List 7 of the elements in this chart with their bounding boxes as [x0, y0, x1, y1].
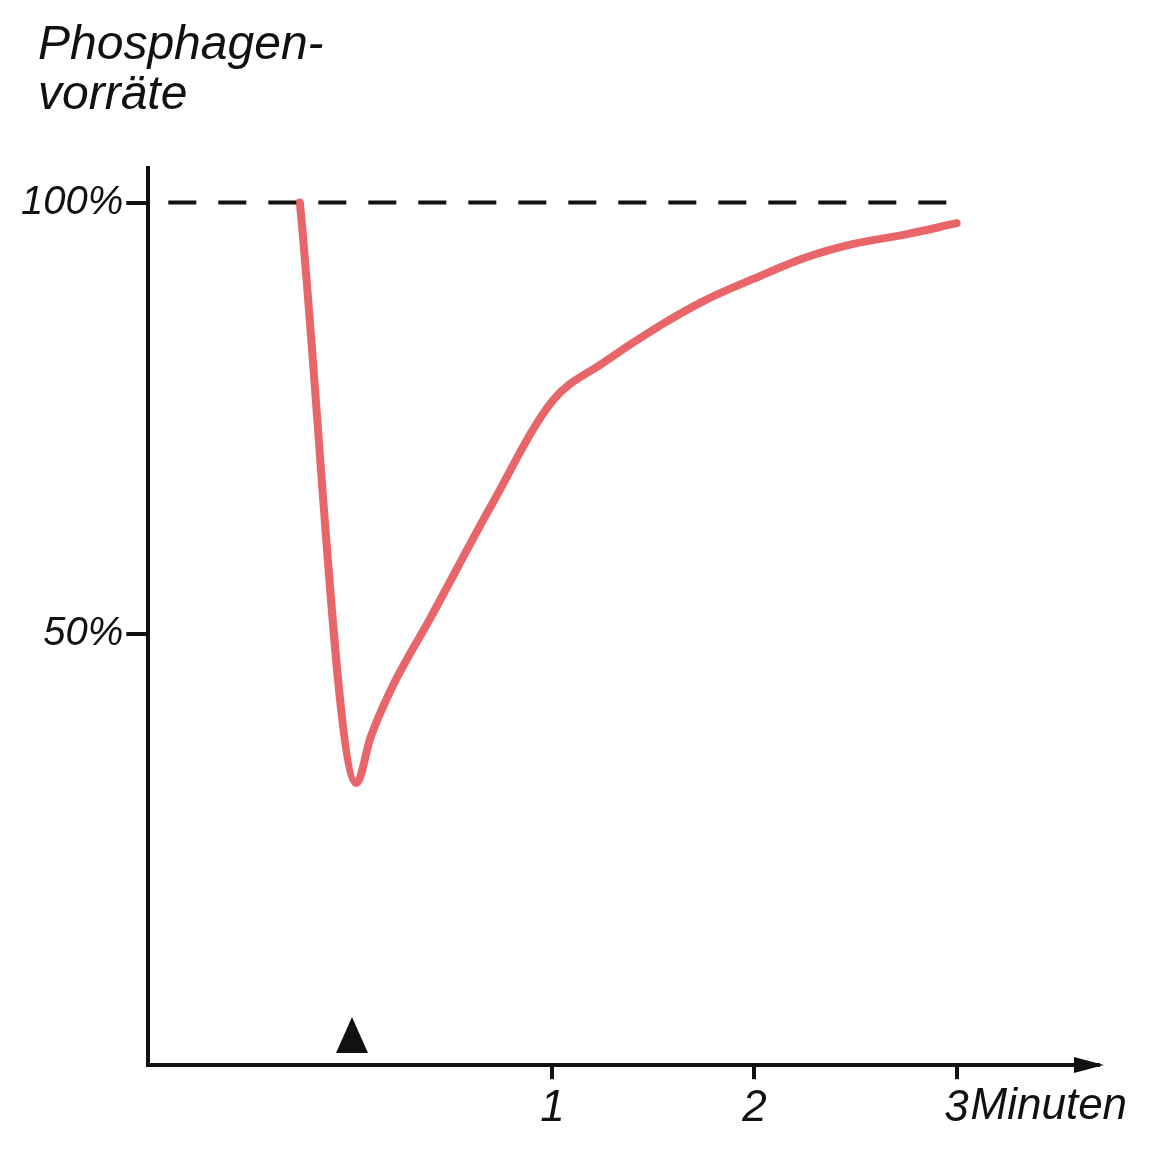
- y-axis-title: Phosphagen- vorräte: [38, 16, 324, 120]
- x-axis-title: Minuten: [970, 1079, 1128, 1130]
- y-tick-label: 100%: [20, 177, 124, 222]
- x-tick-label: 3: [944, 1080, 970, 1130]
- y-tick-label: 50%: [43, 608, 124, 653]
- x-tick-label: 2: [741, 1080, 767, 1130]
- x-tick-label: 1: [540, 1080, 565, 1130]
